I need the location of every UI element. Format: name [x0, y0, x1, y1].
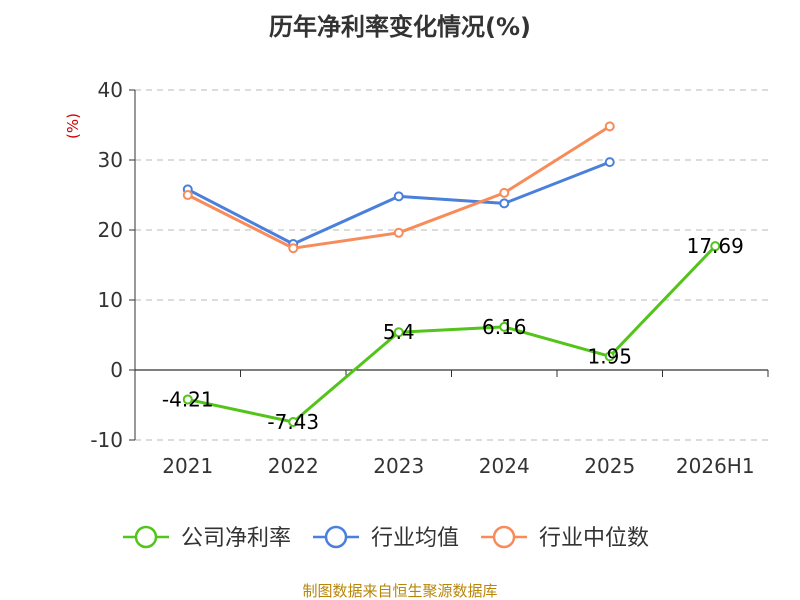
y-tick-label: -10: [90, 428, 123, 452]
data-label: 6.16: [482, 315, 527, 339]
data-point: [288, 243, 299, 254]
data-point: [393, 227, 404, 238]
data-label: 1.95: [587, 344, 632, 368]
data-point: [393, 191, 404, 202]
data-point: [604, 351, 615, 362]
axes: -10 0 10 20 30 40 2021 2022 2023 2024 2025 2026H1: [90, 78, 769, 478]
legend-item-0[interactable]: 公司净利率: [123, 525, 291, 551]
x-tick-label: 2026H1: [676, 454, 755, 478]
data-point: [499, 187, 510, 198]
data-point: [393, 327, 404, 338]
series-0: [182, 241, 721, 428]
y-tick-label: 40: [98, 78, 123, 102]
y-tick-label: 20: [98, 218, 123, 242]
y-tick-label: 30: [98, 148, 123, 172]
series-line: [187, 245, 717, 424]
x-tick-label: 2023: [373, 454, 424, 478]
data-point: [499, 198, 510, 209]
data-point: [604, 121, 615, 132]
x-tick-label: 2024: [479, 454, 530, 478]
legend-label: 行业均值: [371, 526, 459, 551]
data-label: -7.43: [267, 410, 319, 434]
y-axis-unit-label: (%): [64, 113, 82, 139]
data-point: [604, 157, 615, 168]
data-label: -4.21: [162, 387, 214, 411]
series-2: [182, 121, 615, 254]
data-point: [182, 190, 193, 200]
legend-item-1[interactable]: 行业均值: [313, 525, 459, 551]
data-point: [182, 394, 193, 405]
gridlines: [135, 89, 768, 441]
source-note: 制图数据来自恒生聚源数据库: [302, 582, 497, 600]
legend-marker: [492, 525, 516, 549]
y-tick-label: 10: [98, 288, 123, 312]
data-labels: -4.21 -7.43 5.4 6.16 1.95 17.69: [162, 234, 744, 434]
legend: 公司净利率 行业均值 行业中位数: [123, 525, 649, 551]
x-tick-label: 2021: [162, 454, 213, 478]
legend-label: 公司净利率: [181, 526, 291, 551]
x-tick-label: 2022: [268, 454, 319, 478]
data-label: 5.4: [383, 320, 415, 344]
data-point: [710, 241, 721, 252]
chart-title: 历年净利率变化情况(%): [269, 13, 531, 41]
legend-marker: [134, 525, 158, 549]
data-point: [288, 417, 299, 428]
data-label: 17.69: [687, 234, 744, 258]
x-tick-label: 2025: [584, 454, 635, 478]
legend-marker: [324, 525, 348, 549]
legend-item-2[interactable]: 行业中位数: [481, 525, 649, 551]
data-point: [499, 321, 510, 332]
y-tick-label: 0: [110, 358, 123, 382]
series-layer: [182, 121, 721, 428]
legend-label: 行业中位数: [539, 526, 649, 551]
